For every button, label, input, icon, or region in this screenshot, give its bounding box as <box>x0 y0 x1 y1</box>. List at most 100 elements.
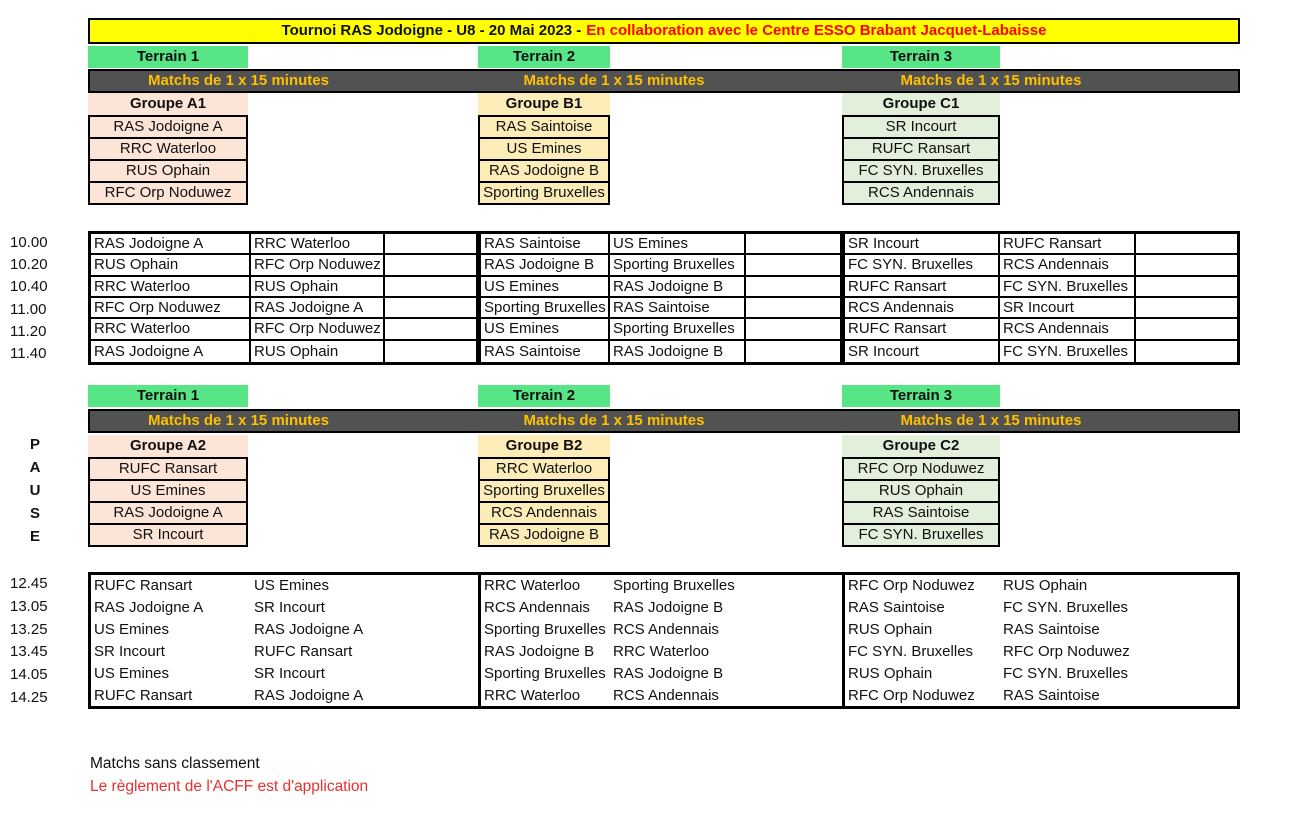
time-label: 13.45 <box>10 643 48 661</box>
match-cell: US Emines <box>254 577 330 595</box>
group-c2-header: Groupe C2 <box>842 435 1000 457</box>
match-cell: RCS Andennais <box>842 298 1000 320</box>
match-cell: RAS Saintoise <box>1003 621 1100 639</box>
terrain-2-header: Terrain 2 <box>478 385 610 407</box>
score-cell <box>385 298 478 320</box>
pause-letter: E <box>29 528 40 545</box>
match-cell: RAS Saintoise <box>478 234 610 256</box>
score-cell <box>385 684 478 706</box>
score-cell <box>1136 234 1237 256</box>
match-cell: RAS Jodoigne B <box>613 599 724 617</box>
match-cell: RCS Andennais <box>613 686 719 704</box>
match-cell: RUS Ophain <box>842 662 1000 685</box>
score-cell <box>746 684 842 706</box>
match-cell: RUS Ophain <box>842 618 1000 641</box>
duration-label: Matchs de 1 x 15 minutes <box>523 72 705 89</box>
pause-letter: A <box>29 459 41 476</box>
match-cell: RFC Orp Noduwez <box>251 255 385 277</box>
match-cell: RUFC Ransart <box>1000 234 1136 256</box>
match-cell: SR Incourt <box>254 664 325 682</box>
terrain-1-header: Terrain 1 <box>88 46 248 68</box>
score-cell <box>385 641 478 663</box>
time-label: 14.25 <box>10 689 48 707</box>
match-cell: RAS Jodoigne B <box>610 340 746 362</box>
group-a1-header: Groupe A1 <box>88 93 248 115</box>
time-label: 14.05 <box>10 666 48 684</box>
match-cell: SR Incourt <box>842 234 1000 256</box>
match-cell: Sporting Bruxelles <box>478 298 610 320</box>
score-cell <box>1136 255 1237 277</box>
match-cell: RCS Andennais <box>478 596 610 619</box>
team-cell: US Emines <box>478 137 610 161</box>
footer-note: Matchs sans classement <box>90 755 260 772</box>
match-cell: US Emines <box>94 621 170 639</box>
match-cell: RFC Orp Noduwez <box>91 298 251 320</box>
terrain-3-header: Terrain 3 <box>842 385 1000 407</box>
team-cell: Sporting Bruxelles <box>478 181 610 205</box>
afternoon-schedule-table: RUFC Ransart US Emines RRC Waterloo Spor… <box>88 572 1240 709</box>
match-cell: FC SYN. Bruxelles <box>1000 276 1136 298</box>
match-cell: SR Incourt <box>254 599 325 617</box>
team-cell: RUS Ophain <box>842 479 1000 503</box>
duration-label: Matchs de 1 x 15 minutes <box>900 412 1082 429</box>
match-cell: RFC Orp Noduwez <box>842 684 1000 706</box>
duration-label: Matchs de 1 x 15 minutes <box>148 412 329 429</box>
match-cell: Sporting Bruxelles <box>610 255 746 277</box>
match-cell: US Emines <box>478 319 610 341</box>
time-label: 10.20 <box>10 255 48 273</box>
match-cell: RAS Jodoigne B <box>613 664 724 682</box>
group-a1-team-list: RAS Jodoigne A RRC Waterloo RUS Ophain R… <box>88 115 248 205</box>
match-cell: FC SYN. Bruxelles <box>1003 664 1129 682</box>
group-a2-header: Groupe A2 <box>88 435 248 457</box>
group-c1-header: Groupe C1 <box>842 93 1000 115</box>
match-cell: RAS Jodoigne B <box>478 640 610 663</box>
match-cell: RUS Ophain <box>251 276 385 298</box>
match-cell: RRC Waterloo <box>91 319 251 341</box>
team-cell: RAS Jodoigne B <box>478 523 610 547</box>
score-cell <box>1136 298 1237 320</box>
match-cell: RRC Waterloo <box>251 234 385 256</box>
match-cell: RRC Waterloo <box>91 276 251 298</box>
score-cell <box>385 575 478 597</box>
pause-letter: U <box>29 482 41 499</box>
team-cell: RUFC Ransart <box>842 137 1000 161</box>
match-cell: RRC Waterloo <box>613 642 710 660</box>
team-cell: RFC Orp Noduwez <box>88 181 248 205</box>
match-cell: RFC Orp Noduwez <box>842 575 1000 597</box>
team-cell: RAS Saintoise <box>842 501 1000 525</box>
score-cell <box>1136 319 1237 341</box>
pause-letter: S <box>29 505 40 522</box>
score-cell <box>746 575 842 597</box>
group-b2-header: Groupe B2 <box>478 435 610 457</box>
score-cell <box>1136 662 1237 684</box>
score-cell <box>746 619 842 641</box>
match-cell: FC SYN. Bruxelles <box>842 640 1000 663</box>
score-cell <box>385 276 478 298</box>
match-cell: RAS Saintoise <box>610 298 746 320</box>
match-cell: RUFC Ransart <box>94 686 193 704</box>
score-cell <box>746 597 842 619</box>
score-cell <box>385 619 478 641</box>
score-cell <box>385 234 478 256</box>
group-a2-team-list: RUFC Ransart US Emines RAS Jodoigne A SR… <box>88 457 248 547</box>
duration-label: Matchs de 1 x 15 minutes <box>523 412 705 429</box>
score-cell <box>1136 341 1237 362</box>
team-cell: RUFC Ransart <box>88 457 248 481</box>
match-cell: RAS Jodoigne A <box>251 298 385 320</box>
match-cell: RAS Jodoigne A <box>254 621 364 639</box>
match-cell: RRC Waterloo <box>478 575 610 597</box>
match-cell: RAS Jodoigne A <box>254 686 364 704</box>
time-label: 12.45 <box>10 574 48 592</box>
duration-bar: Matchs de 1 x 15 minutes Matchs de 1 x 1… <box>88 69 1240 93</box>
match-cell: SR Incourt <box>94 642 165 660</box>
score-cell <box>1136 575 1237 597</box>
score-cell <box>746 319 842 341</box>
title-collaboration: En collaboration avec le Centre ESSO Bra… <box>586 22 1047 39</box>
score-cell <box>1136 619 1237 641</box>
score-cell <box>385 662 478 684</box>
match-cell: RCS Andennais <box>613 621 719 639</box>
group-c2-team-list: RFC Orp Noduwez RUS Ophain RAS Saintoise… <box>842 457 1000 547</box>
match-cell: Sporting Bruxelles <box>613 577 735 595</box>
match-cell: RAS Jodoigne A <box>94 599 204 617</box>
footer-rule: Le règlement de l'ACFF est d'application <box>90 778 369 795</box>
